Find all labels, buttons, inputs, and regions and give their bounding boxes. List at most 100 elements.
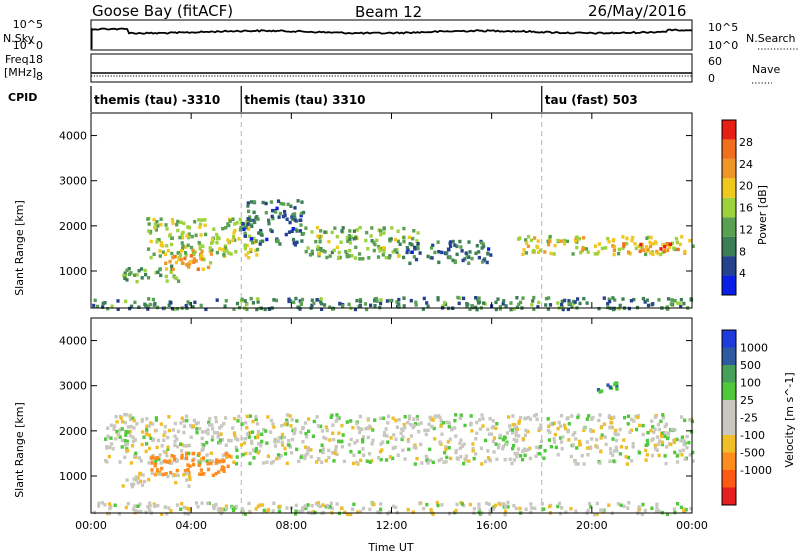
velocity-cell (664, 461, 668, 466)
velocity-cell (606, 383, 610, 387)
power-cell (348, 229, 352, 233)
power-cell (325, 255, 329, 260)
velocity-cell (144, 449, 148, 454)
power-cell (349, 235, 353, 239)
velocity-cell (658, 439, 662, 443)
velocity-cell (534, 412, 538, 417)
power-colorbar-tick: 8 (739, 245, 746, 258)
velocity-cell (585, 417, 589, 421)
power-cell (157, 238, 161, 242)
velocity-cell (174, 480, 178, 485)
power-cell (210, 237, 214, 241)
power-cell (176, 219, 180, 224)
power-cell (537, 300, 541, 305)
power-cell (408, 261, 412, 266)
power-cell (529, 238, 533, 243)
velocity-cell (650, 453, 654, 458)
power-cell (341, 304, 345, 308)
power-cell (250, 224, 254, 228)
velocity-cell (259, 444, 263, 448)
power-cell (645, 236, 649, 240)
velocity-cell (115, 429, 119, 434)
velocity-cell (625, 462, 629, 466)
velocity-cell (460, 502, 464, 506)
power-cell (441, 304, 445, 308)
velocity-cell (626, 422, 630, 426)
velocity-cell (180, 501, 184, 506)
power-cell (168, 234, 172, 238)
velocity-cell (191, 458, 195, 463)
power-cell (664, 242, 668, 247)
velocity-cell (186, 512, 191, 516)
power-cell (158, 254, 162, 258)
velocity-cell (241, 512, 246, 516)
power-cell (397, 305, 401, 309)
power-cell (221, 226, 225, 231)
power-cell (187, 265, 191, 269)
velocity-cell (488, 458, 493, 463)
velocity-cell (276, 439, 280, 444)
velocity-cell (180, 453, 184, 458)
power-cell (363, 302, 368, 306)
power-cell (440, 250, 444, 255)
power-cell (413, 247, 417, 251)
velocity-cell (148, 501, 152, 505)
velocity-cell (233, 433, 237, 438)
velocity-cell (616, 432, 620, 437)
velocity-cell (619, 503, 623, 507)
velocity-cell (125, 442, 130, 446)
power-cell (93, 298, 97, 303)
power-cell (335, 245, 339, 250)
power-cell (215, 250, 219, 255)
velocity-cell (145, 417, 149, 421)
velocity-cell (494, 503, 498, 508)
velocity-cell (385, 434, 389, 438)
velocity-cell (673, 510, 677, 515)
velocity-cell (325, 503, 329, 508)
power-cell (304, 226, 308, 230)
velocity-cell (458, 446, 462, 450)
velocity-cell (154, 459, 158, 463)
velocity-cell (220, 438, 224, 442)
power-cell (152, 252, 156, 256)
power-cell (674, 237, 678, 241)
velocity-cell (661, 413, 665, 417)
velocity-cell (567, 438, 571, 442)
power-cell (546, 307, 550, 311)
power-cell (477, 300, 482, 304)
velocity-cell (600, 389, 604, 393)
power-cell (527, 234, 531, 239)
velocity-cell (349, 449, 353, 454)
power-cell (201, 267, 205, 271)
power-cell (467, 240, 471, 244)
power-cell (239, 221, 243, 225)
velocity-cell (474, 452, 478, 456)
freq-label-line2: [MHz] (4, 66, 36, 79)
velocity-cell (563, 426, 567, 431)
velocity-colorbar-tick: -500 (740, 447, 765, 460)
velocity-cell (117, 512, 121, 516)
power-cell (276, 199, 281, 203)
power-cell (397, 297, 401, 302)
power-cell (643, 300, 647, 304)
velocity-cell (321, 503, 325, 507)
velocity-cell (435, 500, 439, 505)
velocity-cell (290, 437, 295, 442)
velocity-cell (173, 421, 177, 426)
velocity-cell (277, 456, 281, 460)
velocity-cell (626, 455, 631, 460)
velocity-cell (333, 451, 337, 455)
power-cell (253, 220, 257, 225)
velocity-cell (527, 415, 531, 420)
power-cell (239, 226, 243, 230)
velocity-cell (511, 423, 515, 427)
power-cell (225, 249, 229, 253)
power-cell (247, 219, 251, 224)
velocity-cell (265, 441, 269, 445)
velocity-cell (460, 444, 464, 448)
velocity-cell (691, 459, 695, 463)
velocity-cell (251, 448, 256, 452)
velocity-cell (663, 424, 667, 429)
velocity-cell (112, 427, 116, 431)
power-cell (375, 238, 379, 243)
